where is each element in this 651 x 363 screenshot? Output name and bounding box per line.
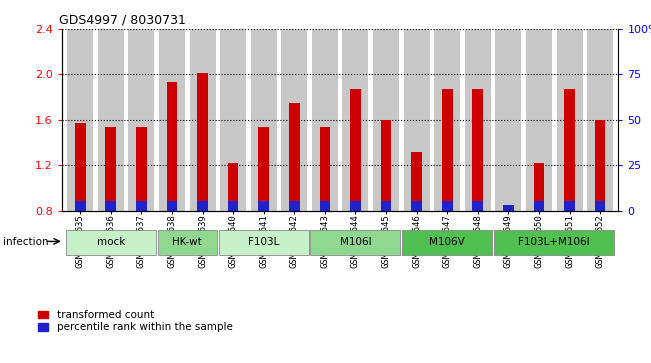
Legend: transformed count, percentile rank within the sample: transformed count, percentile rank withi… xyxy=(38,310,232,332)
Bar xyxy=(465,29,491,211)
Text: M106I: M106I xyxy=(340,237,371,247)
Bar xyxy=(534,201,544,211)
Bar xyxy=(503,205,514,211)
Bar xyxy=(159,29,185,211)
Text: GDS4997 / 8030731: GDS4997 / 8030731 xyxy=(59,13,186,26)
Bar xyxy=(442,201,452,211)
Text: infection: infection xyxy=(3,237,49,247)
Bar xyxy=(495,29,521,211)
Text: M106V: M106V xyxy=(429,237,465,247)
Bar xyxy=(189,29,215,211)
Bar xyxy=(442,89,452,211)
Bar xyxy=(251,29,277,211)
Text: HK-wt: HK-wt xyxy=(173,237,202,247)
Bar xyxy=(167,82,177,211)
Bar xyxy=(289,103,299,211)
Bar xyxy=(381,201,391,211)
Bar xyxy=(587,29,613,211)
Bar xyxy=(411,151,422,211)
Bar xyxy=(473,89,483,211)
Bar xyxy=(381,120,391,211)
Bar xyxy=(311,230,400,254)
Bar xyxy=(595,201,605,211)
Bar xyxy=(219,230,309,254)
Text: F103L+M106I: F103L+M106I xyxy=(518,237,590,247)
Bar xyxy=(158,230,217,254)
Bar xyxy=(494,230,615,254)
Bar xyxy=(75,201,85,211)
Bar xyxy=(289,201,299,211)
Bar xyxy=(526,29,552,211)
Bar xyxy=(320,201,330,211)
Bar xyxy=(128,29,154,211)
Bar xyxy=(67,29,93,211)
Bar xyxy=(320,127,330,211)
Text: mock: mock xyxy=(96,237,125,247)
Bar xyxy=(281,29,307,211)
Bar xyxy=(136,127,146,211)
Bar xyxy=(557,29,583,211)
Bar xyxy=(404,29,430,211)
Bar xyxy=(473,201,483,211)
Bar xyxy=(342,29,368,211)
Bar xyxy=(167,201,177,211)
Bar xyxy=(373,29,399,211)
Bar xyxy=(75,123,85,211)
Bar xyxy=(564,89,575,211)
Bar xyxy=(434,29,460,211)
Text: F103L: F103L xyxy=(248,237,279,247)
Bar xyxy=(534,163,544,211)
Bar xyxy=(595,120,605,211)
Bar xyxy=(411,201,422,211)
Bar xyxy=(503,208,514,211)
Bar xyxy=(98,29,124,211)
Bar xyxy=(197,201,208,211)
Bar xyxy=(402,230,492,254)
Bar xyxy=(258,201,269,211)
Bar xyxy=(136,201,146,211)
Bar xyxy=(228,163,238,211)
Bar xyxy=(105,201,116,211)
Bar xyxy=(258,127,269,211)
Bar xyxy=(312,29,338,211)
Bar xyxy=(197,73,208,211)
Bar xyxy=(564,201,575,211)
Bar xyxy=(228,201,238,211)
Bar xyxy=(105,127,116,211)
Bar xyxy=(350,89,361,211)
Bar xyxy=(66,230,156,254)
Bar xyxy=(220,29,246,211)
Bar xyxy=(350,201,361,211)
